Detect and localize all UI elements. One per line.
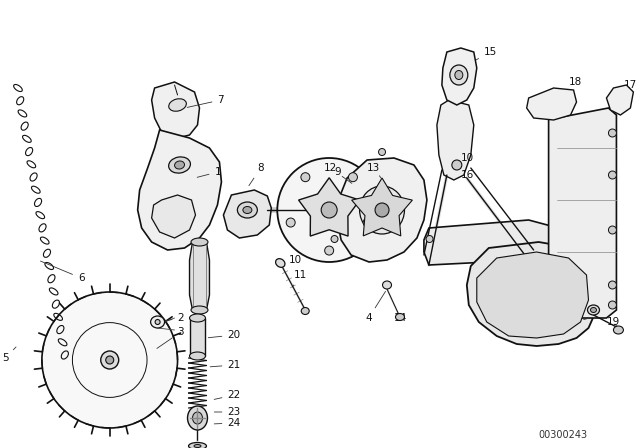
- Polygon shape: [607, 85, 634, 115]
- Ellipse shape: [106, 356, 114, 364]
- Ellipse shape: [301, 307, 309, 314]
- Ellipse shape: [150, 316, 164, 328]
- Ellipse shape: [426, 236, 433, 242]
- Ellipse shape: [348, 172, 357, 182]
- Ellipse shape: [155, 319, 160, 324]
- Ellipse shape: [321, 202, 337, 218]
- Polygon shape: [299, 178, 360, 236]
- Text: 24: 24: [214, 418, 241, 428]
- Polygon shape: [138, 130, 221, 250]
- Ellipse shape: [42, 292, 177, 428]
- Ellipse shape: [276, 258, 285, 267]
- Polygon shape: [189, 318, 205, 356]
- Ellipse shape: [286, 218, 295, 227]
- Text: 1: 1: [197, 167, 221, 177]
- Polygon shape: [467, 242, 598, 346]
- Polygon shape: [442, 48, 477, 105]
- Ellipse shape: [609, 129, 616, 137]
- Polygon shape: [437, 100, 474, 180]
- Text: 22: 22: [214, 390, 241, 400]
- Ellipse shape: [189, 314, 205, 322]
- Ellipse shape: [383, 281, 392, 289]
- Ellipse shape: [100, 351, 118, 369]
- Text: 6: 6: [40, 261, 84, 283]
- Text: 10: 10: [282, 255, 302, 265]
- Ellipse shape: [169, 157, 191, 173]
- Ellipse shape: [360, 186, 404, 234]
- Ellipse shape: [591, 307, 596, 313]
- Text: 14: 14: [394, 313, 407, 323]
- Text: 2: 2: [161, 313, 184, 323]
- Ellipse shape: [455, 70, 463, 79]
- Ellipse shape: [189, 443, 207, 448]
- Polygon shape: [223, 190, 271, 238]
- Ellipse shape: [613, 326, 623, 334]
- Ellipse shape: [609, 281, 616, 289]
- Polygon shape: [424, 220, 564, 265]
- Polygon shape: [152, 82, 200, 138]
- Polygon shape: [337, 158, 427, 262]
- Text: 00300243: 00300243: [539, 430, 588, 440]
- Ellipse shape: [169, 99, 186, 111]
- Ellipse shape: [452, 160, 462, 170]
- Polygon shape: [189, 242, 209, 310]
- Text: 16: 16: [454, 168, 474, 180]
- Ellipse shape: [375, 203, 389, 217]
- Text: 10: 10: [457, 153, 474, 165]
- Ellipse shape: [609, 226, 616, 234]
- Ellipse shape: [378, 148, 385, 155]
- Ellipse shape: [243, 207, 252, 214]
- Ellipse shape: [188, 406, 207, 430]
- Ellipse shape: [609, 171, 616, 179]
- Ellipse shape: [189, 352, 205, 360]
- Polygon shape: [527, 88, 577, 120]
- Text: 5: 5: [2, 347, 16, 363]
- Text: 23: 23: [214, 407, 241, 417]
- Ellipse shape: [194, 444, 201, 448]
- Text: 7: 7: [188, 95, 224, 108]
- Polygon shape: [548, 108, 616, 318]
- Polygon shape: [351, 178, 412, 236]
- Text: 8: 8: [249, 163, 264, 185]
- Ellipse shape: [301, 172, 310, 182]
- Ellipse shape: [175, 161, 184, 169]
- Text: 11: 11: [292, 270, 307, 287]
- Polygon shape: [152, 195, 195, 238]
- Ellipse shape: [191, 238, 208, 246]
- Text: 21: 21: [210, 360, 241, 370]
- Text: 18: 18: [559, 77, 582, 93]
- Text: 20: 20: [208, 330, 241, 340]
- Text: 12: 12: [324, 163, 352, 183]
- Ellipse shape: [450, 65, 468, 85]
- Text: 4: 4: [365, 291, 385, 323]
- Text: 15: 15: [469, 47, 497, 64]
- Text: 3: 3: [157, 327, 184, 349]
- Ellipse shape: [191, 306, 208, 314]
- Ellipse shape: [193, 412, 202, 424]
- Text: 17: 17: [620, 80, 637, 95]
- Ellipse shape: [277, 158, 381, 262]
- Ellipse shape: [396, 314, 404, 320]
- Text: 9: 9: [331, 167, 340, 183]
- Ellipse shape: [609, 301, 616, 309]
- Ellipse shape: [237, 202, 257, 218]
- Ellipse shape: [363, 218, 372, 227]
- Text: 19: 19: [607, 317, 620, 327]
- Ellipse shape: [324, 246, 333, 255]
- Ellipse shape: [588, 305, 600, 315]
- Polygon shape: [477, 252, 589, 338]
- Text: 13: 13: [367, 163, 381, 178]
- Text: 4: 4: [572, 317, 587, 327]
- Ellipse shape: [331, 236, 338, 242]
